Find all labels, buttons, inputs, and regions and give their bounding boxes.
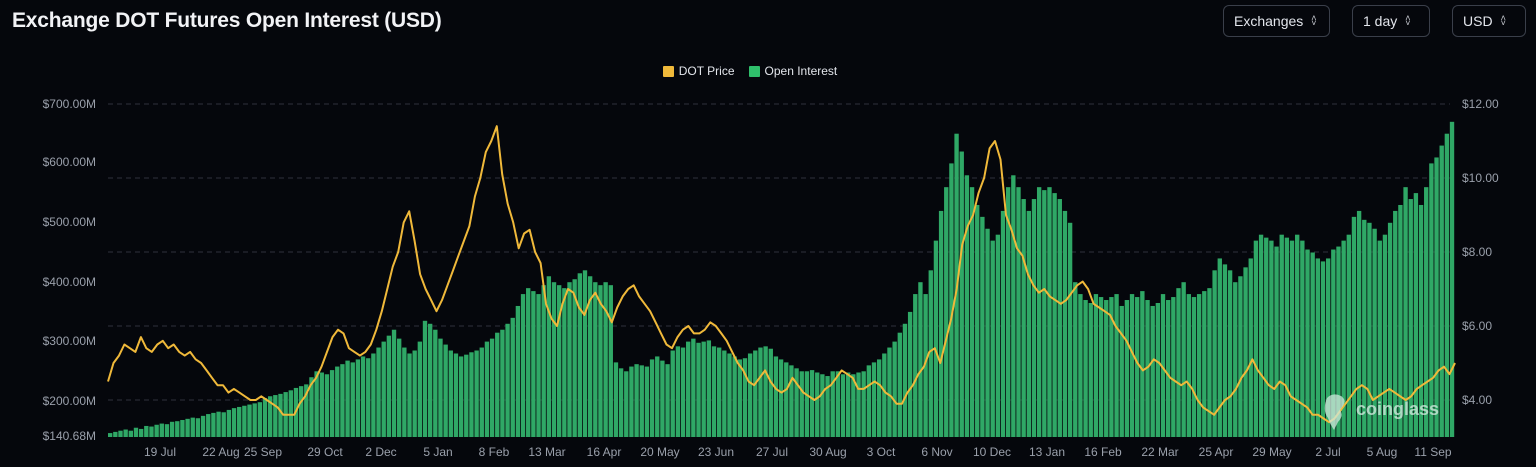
- svg-text:3 Oct: 3 Oct: [867, 445, 896, 459]
- svg-text:6 Nov: 6 Nov: [921, 445, 952, 459]
- chart-controls: Exchanges ˄ ˅ 1 day ˄ ˅ USD ˄ ˅: [1223, 5, 1526, 37]
- svg-text:$600.00M: $600.00M: [43, 155, 96, 169]
- legend-item-dot-price[interactable]: DOT Price: [662, 64, 735, 78]
- y-axis-right: $12.00 $10.00 $8.00 $6.00 $4.00: [1462, 97, 1499, 407]
- legend-item-open-interest[interactable]: Open Interest: [748, 64, 838, 78]
- coinglass-logo-icon: [1324, 394, 1345, 430]
- chevron-up-down-icon: ˄ ˅: [1405, 13, 1411, 28]
- currency-select-label: USD: [1463, 13, 1493, 29]
- svg-text:5 Jan: 5 Jan: [423, 445, 452, 459]
- legend-swatch-oi: [748, 65, 760, 77]
- svg-text:$200.00M: $200.00M: [43, 394, 96, 408]
- svg-text:$300.00M: $300.00M: [43, 334, 96, 348]
- svg-text:29 May: 29 May: [1252, 445, 1291, 459]
- svg-text:20 May: 20 May: [640, 445, 679, 459]
- svg-text:13 Jan: 13 Jan: [1029, 445, 1065, 459]
- svg-text:8 Feb: 8 Feb: [479, 445, 510, 459]
- svg-text:2 Jul: 2 Jul: [1315, 445, 1340, 459]
- svg-text:22 Aug: 22 Aug: [202, 445, 239, 459]
- svg-text:$400.00M: $400.00M: [43, 275, 96, 289]
- exchanges-select-label: Exchanges: [1234, 13, 1304, 29]
- svg-text:19 Jul: 19 Jul: [144, 445, 176, 459]
- exchanges-select[interactable]: Exchanges ˄ ˅: [1223, 5, 1330, 37]
- svg-text:11 Sep: 11 Sep: [1414, 445, 1451, 459]
- svg-text:$140.68M: $140.68M: [43, 429, 96, 443]
- svg-text:23 Jun: 23 Jun: [698, 445, 734, 459]
- svg-text:16 Apr: 16 Apr: [587, 445, 622, 459]
- svg-text:2 Dec: 2 Dec: [365, 445, 396, 459]
- legend-label: DOT Price: [678, 64, 735, 78]
- svg-text:22 Mar: 22 Mar: [1141, 445, 1178, 459]
- svg-text:$500.00M: $500.00M: [43, 215, 96, 229]
- svg-text:10 Dec: 10 Dec: [973, 445, 1011, 459]
- svg-text:$10.00: $10.00: [1462, 171, 1499, 185]
- coinglass-watermark: coinglass: [1324, 394, 1439, 430]
- interval-select[interactable]: 1 day ˄ ˅: [1352, 5, 1430, 37]
- svg-text:$12.00: $12.00: [1462, 97, 1499, 111]
- chevron-up-down-icon: ˄ ˅: [1500, 13, 1506, 28]
- svg-text:13 Mar: 13 Mar: [528, 445, 565, 459]
- svg-text:$700.00M: $700.00M: [43, 97, 96, 111]
- svg-text:25 Sep: 25 Sep: [244, 445, 282, 459]
- svg-text:27 Jul: 27 Jul: [756, 445, 788, 459]
- legend-swatch-price: [662, 65, 674, 77]
- currency-select[interactable]: USD ˄ ˅: [1452, 5, 1526, 37]
- svg-text:30 Aug: 30 Aug: [809, 445, 846, 459]
- svg-text:16 Feb: 16 Feb: [1084, 445, 1122, 459]
- chevron-up-down-icon: ˄ ˅: [1311, 13, 1317, 28]
- svg-text:$4.00: $4.00: [1462, 393, 1492, 407]
- svg-text:29 Oct: 29 Oct: [307, 445, 343, 459]
- svg-text:coinglass: coinglass: [1356, 399, 1439, 419]
- chart-legend: DOT Price Open Interest: [0, 64, 1536, 78]
- svg-text:5 Aug: 5 Aug: [1367, 445, 1398, 459]
- svg-text:$6.00: $6.00: [1462, 319, 1492, 333]
- x-axis: 19 Jul 22 Aug 25 Sep 29 Oct 2 Dec 5 Jan 8 Feb 1…: [144, 445, 1452, 459]
- page-title: Exchange DOT Futures Open Interest (USD): [12, 9, 442, 32]
- open-interest-bars: [108, 121, 1455, 437]
- y-axis-left: $700.00M $600.00M $500.00M $400.00M $300.00M…: [43, 97, 96, 443]
- svg-text:25 Apr: 25 Apr: [1199, 445, 1234, 459]
- svg-text:$8.00: $8.00: [1462, 245, 1492, 259]
- legend-label: Open Interest: [764, 64, 838, 78]
- dot-price-line: [107, 125, 1456, 424]
- interval-select-label: 1 day: [1363, 13, 1398, 29]
